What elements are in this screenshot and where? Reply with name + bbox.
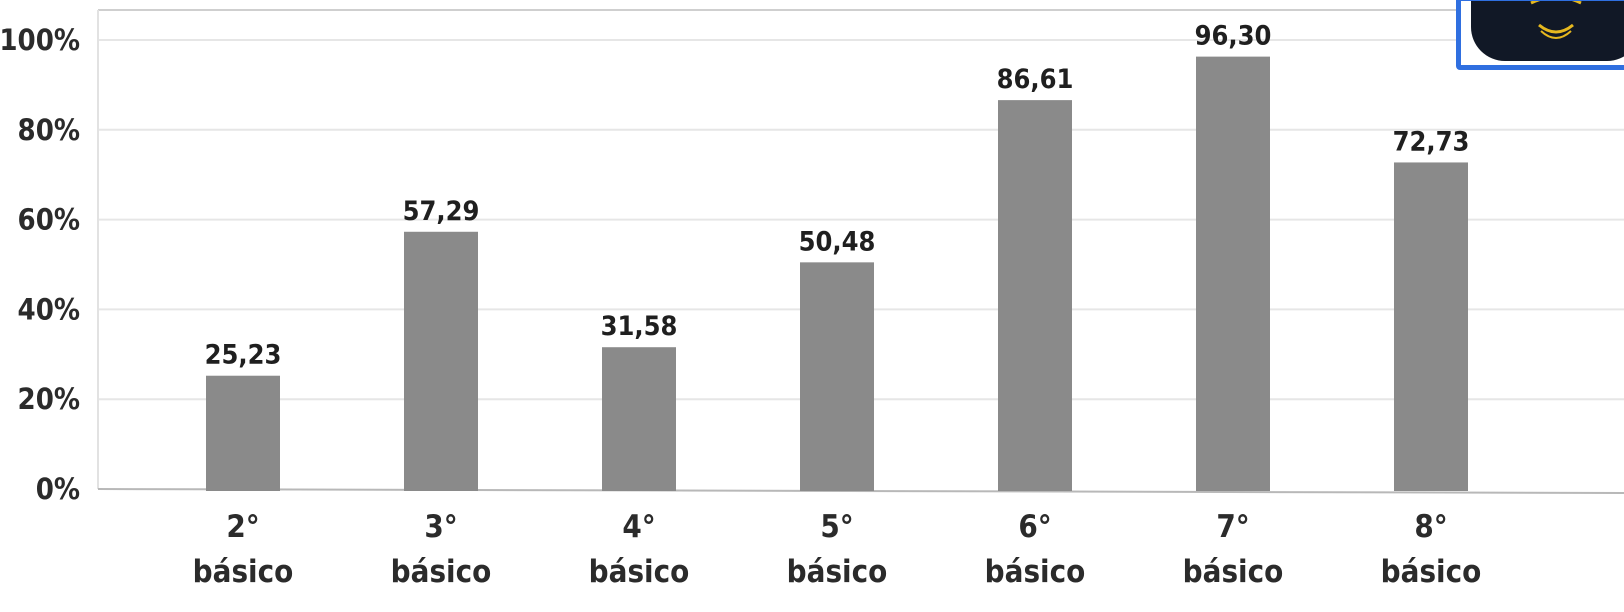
maipu-logo-emblem [1530,1,1582,39]
y-tick-label: 80% [18,113,80,147]
x-tick-label: 6° [1018,509,1051,545]
x-tick-label: 4° [622,509,655,545]
x-tick-label: básico [1381,554,1482,590]
bar [1196,56,1270,491]
data-label: 86,61 [997,64,1074,95]
y-tick-label: 0% [36,472,80,506]
bar [1394,162,1468,491]
y-tick-label: 20% [18,382,80,416]
value-labels: 25,23 57,29 31,58 50,48 86,61 96,30 72,73 [205,21,1470,371]
x-tick-label: básico [589,554,690,590]
data-label: 57,29 [403,196,480,227]
bar [800,262,874,491]
y-axis-ticks: 0% 20% 40% 60% 80% 100% [0,23,80,506]
y-tick-label: 40% [18,292,80,326]
x-tick-label: 7° [1216,509,1249,545]
bar [404,231,478,492]
x-axis-categories: 2° básico 3° básico 4° básico 5° básico 6° básico… [193,509,1482,590]
data-label: 72,73 [1393,126,1470,157]
bars [206,56,1468,492]
maipu-logo-icon [1471,1,1624,61]
x-tick-label: básico [985,554,1086,590]
data-label: 31,58 [601,311,678,342]
data-label: 96,30 [1195,21,1272,52]
bar [206,375,280,491]
x-tick-label: básico [193,554,294,590]
data-label: 25,23 [205,340,282,371]
x-tick-label: 8° [1414,509,1447,545]
bar [998,100,1072,492]
x-tick-label: 5° [820,509,853,545]
x-tick-label: básico [787,554,888,590]
bar [602,347,676,491]
x-tick-label: 3° [424,509,457,545]
x-tick-label: básico [1183,554,1284,590]
maipu-logo-badge [1456,0,1624,70]
gridlines [97,9,1624,494]
y-tick-label: 60% [18,203,80,237]
y-tick-label: 100% [0,23,80,57]
x-tick-label: básico [391,554,492,590]
data-label: 50,48 [799,226,876,257]
x-tick-label: 2° [226,509,259,545]
